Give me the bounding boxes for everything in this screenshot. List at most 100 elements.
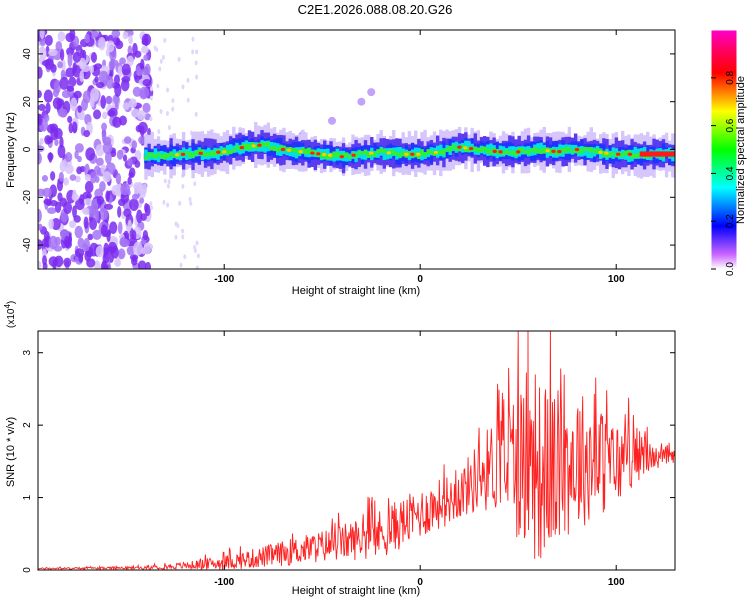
trace-peak-dot: [545, 149, 550, 153]
snr-axes: -100 0 100 0 1 2 3: [22, 331, 675, 588]
noise-blob: [114, 258, 122, 267]
noise-dot: [195, 74, 199, 80]
noise-blob: [41, 248, 47, 258]
noise-blob: [105, 96, 113, 105]
colorbar: 0.0 0.2 0.4 0.6 0.8 Normalized spectral ampl…: [710, 29, 747, 276]
trace-green-segment: [341, 153, 346, 158]
noise-blob: [54, 138, 59, 147]
trace-peak-dot: [216, 150, 221, 154]
side-branch-blob: [328, 116, 336, 125]
colorbar-ticks: 0.0 0.2 0.4 0.6 0.8: [711, 70, 736, 276]
noise-blob: [137, 260, 147, 269]
noise-dot: [183, 254, 187, 260]
noise-blob: [83, 207, 90, 215]
noise-dot: [171, 98, 175, 104]
trace-green-segment: [511, 150, 515, 155]
trace-peak-dot: [286, 148, 292, 152]
trace-peak-dot: [321, 152, 327, 157]
trace-cyan-segment: [627, 149, 631, 163]
trace-green-segment: [536, 148, 540, 154]
colorbar-tick-label: 0.8: [725, 70, 736, 84]
noise-blob: [119, 57, 126, 65]
noise-blob: [131, 193, 140, 200]
noise-blob: [64, 152, 73, 163]
trace-cyan-segment: [583, 147, 587, 156]
trace-peak-dot: [492, 149, 497, 154]
trace-green-segment: [476, 147, 481, 153]
trace-green-segment: [153, 153, 158, 159]
snr-panel: -100 0 100 0 1 2 3 Height of straight line (km…: [3, 301, 676, 597]
trace-green-segment: [366, 152, 371, 158]
trace-green-segment: [247, 143, 252, 151]
noise-dot: [191, 36, 195, 42]
noise-blob: [73, 90, 82, 99]
trace-green-segment: [269, 146, 274, 151]
trace-green-segment: [150, 152, 154, 158]
noise-blob: [117, 248, 126, 260]
side-branch-blob: [357, 97, 366, 106]
noise-dot: [161, 54, 165, 60]
noise-blob: [119, 237, 127, 247]
noise-blob: [96, 195, 105, 205]
trace-green-segment: [345, 152, 349, 158]
noise-dot: [179, 262, 183, 268]
noise-blob: [78, 57, 87, 70]
trace-green-segment: [348, 155, 352, 159]
noise-dot: [159, 58, 163, 64]
trace-green-segment: [188, 151, 192, 158]
noise-blob: [87, 233, 94, 241]
trace-green-segment: [595, 148, 600, 154]
trace-cyan-segment: [345, 153, 349, 162]
trace-green-segment: [495, 149, 499, 155]
trace-peak-dot: [280, 147, 286, 152]
noise-blob: [131, 140, 138, 150]
noise-dot: [193, 181, 197, 187]
noise-blob: [104, 151, 112, 165]
trace-peak-dot: [604, 151, 609, 155]
noise-blob: [60, 69, 66, 78]
spectrogram-ylabel: Frequency (Hz): [5, 112, 17, 188]
trace-green-segment: [592, 149, 597, 153]
noise-blob: [136, 183, 144, 194]
trace-green-segment: [608, 152, 612, 158]
trace-cyan-segment: [316, 148, 321, 156]
trace-green-segment: [398, 152, 402, 158]
noise-blob: [52, 88, 60, 98]
noise-blob: [122, 102, 130, 110]
noise-blob: [74, 175, 81, 183]
noise-blob: [38, 152, 42, 165]
noise-blob: [42, 187, 53, 198]
noise-blob: [66, 85, 75, 92]
noise-blob: [132, 255, 137, 263]
noise-blob: [110, 150, 117, 158]
noise-blob: [102, 171, 112, 183]
noise-blob: [49, 171, 56, 181]
spectrogram-xtick-label: 0: [417, 274, 423, 285]
trace-cyan-segment: [614, 148, 619, 157]
noise-blob: [128, 34, 133, 45]
noise-dot: [166, 183, 170, 189]
spectrogram-xtick-label: 100: [608, 274, 625, 285]
trace-green-segment: [363, 149, 368, 155]
noise-blob: [64, 239, 72, 249]
noise-blob: [55, 41, 63, 52]
trace-cyan-segment: [279, 144, 283, 157]
noise-dot: [166, 87, 170, 93]
trace-green-segment: [200, 149, 205, 156]
noise-blob: [99, 181, 106, 192]
noise-blob: [144, 261, 152, 269]
noise-blob: [59, 77, 69, 90]
noise-blob: [102, 111, 108, 120]
trace-green-segment: [624, 150, 628, 156]
noise-blob: [95, 157, 104, 166]
trace-cyan-segment: [172, 149, 176, 159]
trace-green-segment: [228, 150, 233, 154]
noise-blob: [77, 105, 82, 113]
noise-blob: [63, 177, 69, 186]
trace-cyan-segment: [589, 147, 594, 159]
trace-green-segment: [620, 153, 625, 157]
trace-green-segment: [203, 152, 208, 157]
trace-green-segment: [185, 150, 189, 155]
noise-blob: [46, 136, 54, 144]
noise-blob: [95, 144, 105, 157]
